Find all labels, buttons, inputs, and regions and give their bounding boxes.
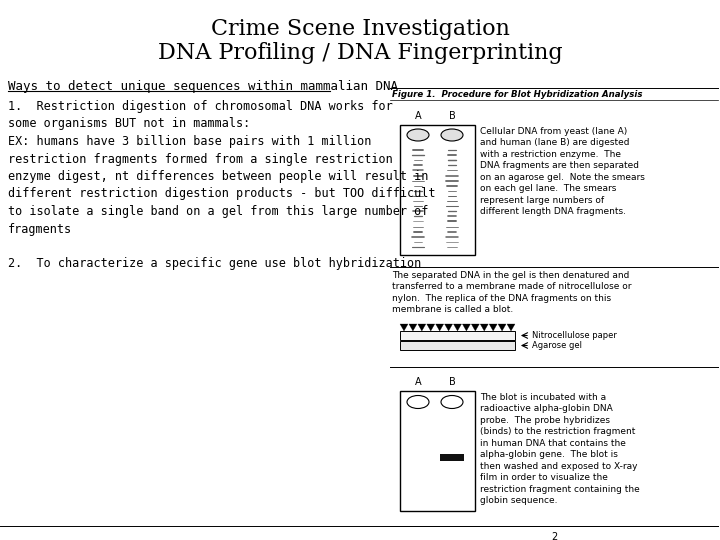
Polygon shape xyxy=(480,324,488,331)
Text: Crime Scene Investigation: Crime Scene Investigation xyxy=(210,18,510,40)
Polygon shape xyxy=(507,324,515,331)
Ellipse shape xyxy=(407,129,429,141)
Polygon shape xyxy=(427,324,435,331)
Text: B: B xyxy=(449,111,455,121)
Text: Cellular DNA from yeast (lane A)
and human (lane B) are digested
with a restrict: Cellular DNA from yeast (lane A) and hum… xyxy=(480,127,645,216)
Text: 1.  Restriction digestion of chromosomal DNA works for
some organisms BUT not in: 1. Restriction digestion of chromosomal … xyxy=(8,100,436,271)
Polygon shape xyxy=(472,324,480,331)
Text: The separated DNA in the gel is then denatured and
transferred to a membrane mad: The separated DNA in the gel is then den… xyxy=(392,271,631,314)
Polygon shape xyxy=(400,324,408,331)
Text: 2: 2 xyxy=(551,532,557,540)
Polygon shape xyxy=(409,324,417,331)
Text: B: B xyxy=(449,377,455,387)
Polygon shape xyxy=(498,324,506,331)
Text: Agarose gel: Agarose gel xyxy=(532,341,582,350)
Text: DNA Profiling / DNA Fingerprinting: DNA Profiling / DNA Fingerprinting xyxy=(158,42,562,64)
Polygon shape xyxy=(454,324,462,331)
Polygon shape xyxy=(444,324,453,331)
Text: Ways to detect unique sequences within mammalian DNA: Ways to detect unique sequences within m… xyxy=(8,80,398,93)
Ellipse shape xyxy=(407,395,429,408)
Polygon shape xyxy=(418,324,426,331)
Ellipse shape xyxy=(441,129,463,141)
Polygon shape xyxy=(462,324,470,331)
Text: Nitrocellulose paper: Nitrocellulose paper xyxy=(532,331,617,340)
Polygon shape xyxy=(489,324,498,331)
Bar xyxy=(400,391,475,511)
Text: Figure 1.  Procedure for Blot Hybridization Analysis: Figure 1. Procedure for Blot Hybridizati… xyxy=(392,90,642,99)
Bar xyxy=(400,125,475,255)
Ellipse shape xyxy=(441,395,463,408)
Text: The blot is incubated with a
radioactive alpha-globin DNA
probe.  The probe hybr: The blot is incubated with a radioactive… xyxy=(480,393,640,505)
Bar xyxy=(440,454,464,461)
Bar xyxy=(400,341,515,350)
Text: A: A xyxy=(415,111,421,121)
Text: A: A xyxy=(415,377,421,387)
Bar xyxy=(400,331,515,340)
Polygon shape xyxy=(436,324,444,331)
